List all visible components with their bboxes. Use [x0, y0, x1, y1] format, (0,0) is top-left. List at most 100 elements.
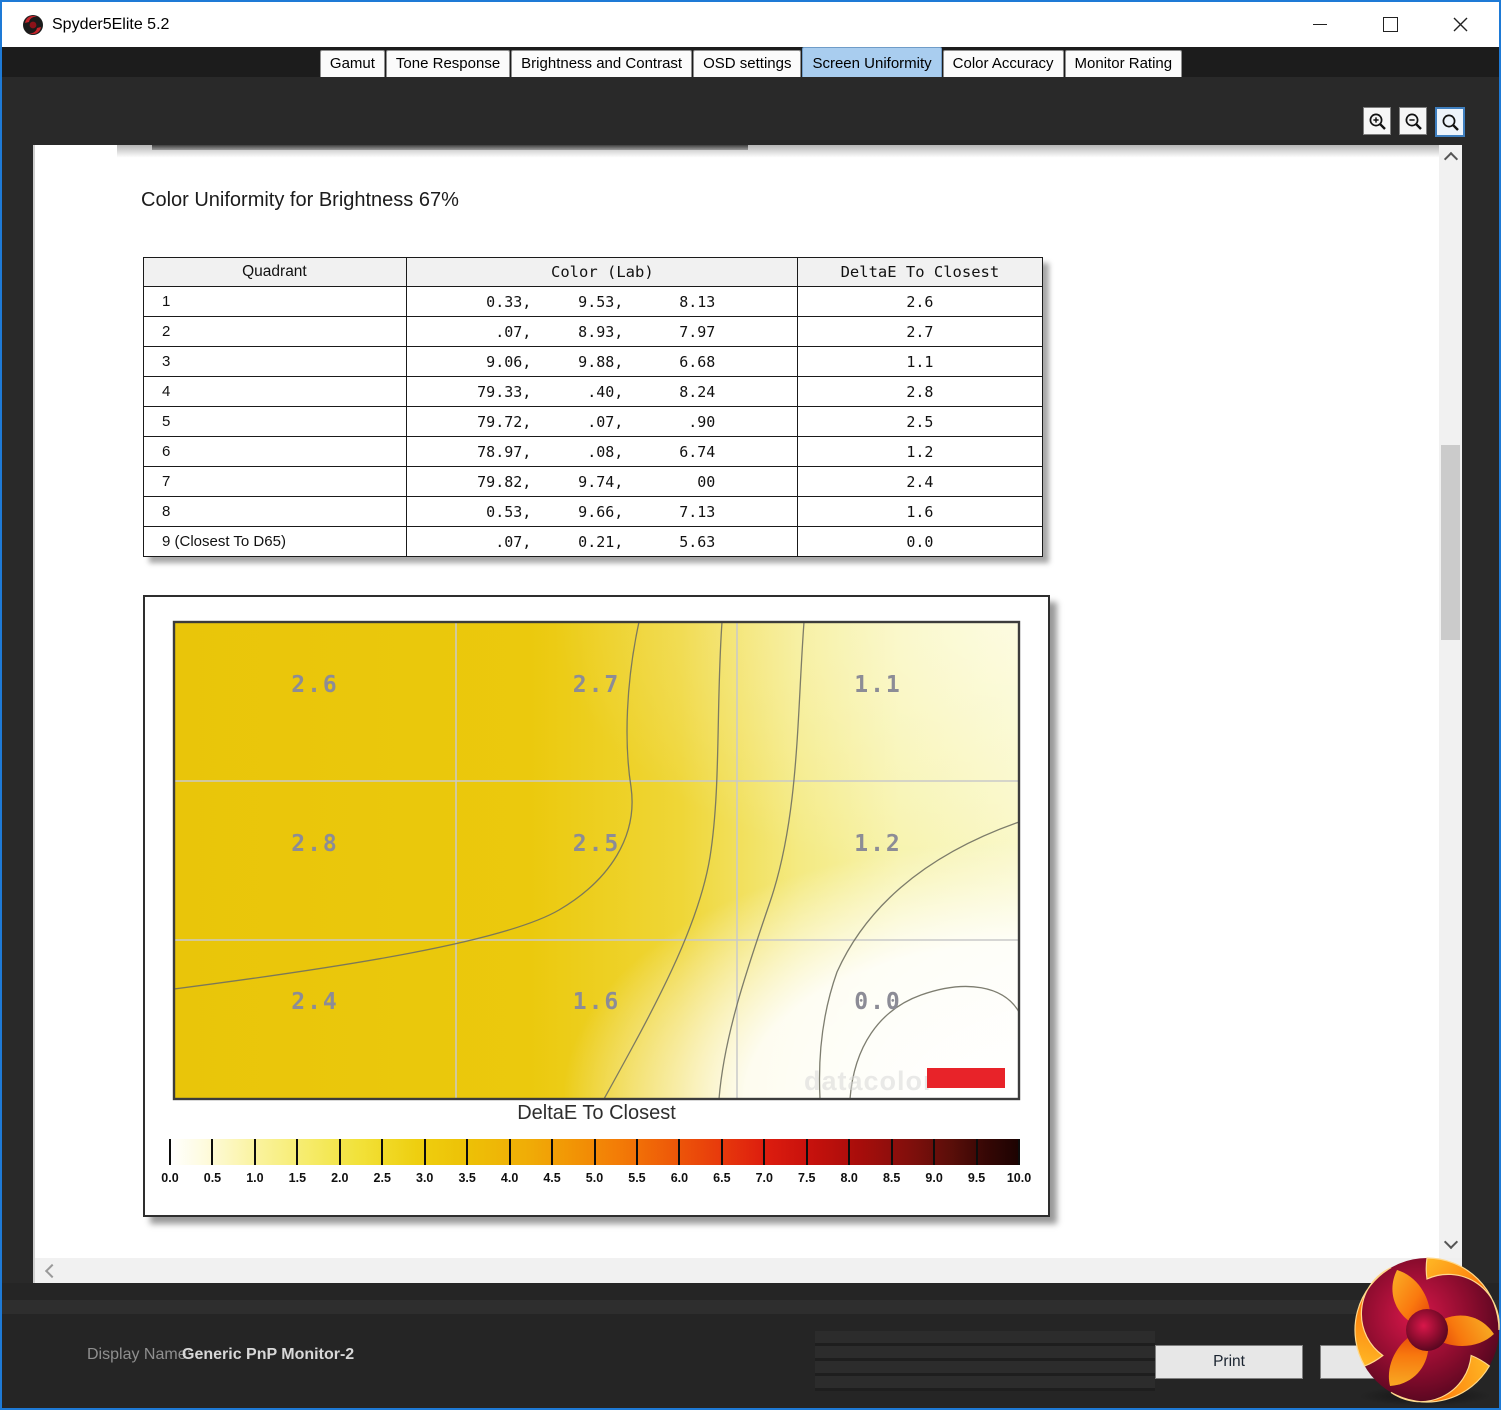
zoom-in-button[interactable] [1363, 107, 1391, 135]
contour-cell-label: 2.4 [291, 989, 339, 1015]
quadrant-cell: 4 [143, 376, 407, 407]
colorbar-tick [211, 1139, 214, 1165]
colorbar-tick-label: 4.0 [500, 1171, 519, 1185]
zoom-toolbar [1363, 107, 1465, 137]
table-row: 4 79.33, .40, 8.24 2.8 [143, 376, 1044, 407]
tab-screen-uniformity[interactable]: Screen Uniformity [802, 47, 942, 77]
colorbar-tick [975, 1139, 978, 1165]
colorbar-tick-label: 2.5 [373, 1171, 391, 1185]
print-button[interactable]: Print [1155, 1345, 1303, 1379]
lab-color-cell: .07, 8.93, 7.97 [405, 316, 798, 347]
colorbar-tick-label: 8.0 [840, 1171, 858, 1185]
close-icon [1453, 17, 1467, 32]
deltae-cell: 2.4 [796, 466, 1044, 497]
colorbar-tick-label: 4.5 [543, 1171, 561, 1185]
colorbar-tick-label: 9.5 [967, 1171, 986, 1185]
app-title: Spyder5Elite 5.2 [52, 16, 170, 33]
red-marker [927, 1068, 1005, 1088]
title-bar: Spyder5Elite 5.2 [2, 2, 1499, 47]
zoom-reset-button[interactable] [1435, 107, 1465, 137]
maximize-button[interactable] [1355, 2, 1425, 47]
window-controls [1285, 2, 1495, 47]
table-row: 7 79.82, 9.74, 00 2.4 [143, 466, 1044, 497]
display-name-value: Generic PnP Monitor-2 [182, 1346, 355, 1363]
tab-tone-response[interactable]: Tone Response [385, 50, 511, 77]
report-title: Color Uniformity for Brightness 67% [141, 189, 459, 211]
table-row: 5 79.72, .07, .90 2.5 [143, 406, 1044, 437]
colorbar-tick-label: 9.0 [925, 1171, 943, 1185]
colorbar-tick-label: 6.0 [670, 1171, 689, 1185]
zoom-in-icon [1369, 113, 1386, 130]
grid-lines [174, 622, 1019, 1099]
colorbar-tick-label: 0.5 [203, 1171, 222, 1185]
colorbar-tick [296, 1139, 299, 1165]
colorbar-tick-label: 8.5 [882, 1171, 901, 1185]
contour-cell-label: 2.8 [291, 831, 339, 857]
maximize-icon [1382, 17, 1398, 32]
close-button[interactable] [1425, 2, 1495, 47]
contour-cell-label: 1.2 [854, 831, 902, 857]
quadrant-cell: 3 [143, 346, 407, 377]
colorbar-tick [1018, 1139, 1020, 1165]
colorbar-tick [381, 1139, 384, 1165]
quadrant-cell: 7 [143, 466, 407, 497]
colorbar-tick-label: 5.0 [585, 1171, 604, 1185]
tab-brightness-and-contrast[interactable]: Brightness and Contrast [511, 50, 693, 77]
colorbar-tick [338, 1139, 341, 1165]
lab-color-cell: .07, 0.21, 5.63 [405, 526, 798, 557]
colorbar-tick-label: 6.5 [713, 1171, 731, 1185]
scrollbar-thumb[interactable] [1441, 445, 1460, 640]
table-row: 1 0.33, 9.53, 8.13 2.6 [143, 286, 1044, 317]
minimize-button[interactable] [1285, 2, 1355, 47]
colorbar-tick-label: 7.5 [798, 1171, 816, 1185]
tab-gamut[interactable]: Gamut [319, 50, 385, 77]
colorbar-tick-label: 10.0 [1006, 1171, 1032, 1185]
tab-monitor-rating[interactable]: Monitor Rating [1064, 50, 1183, 77]
colorbar-tick-label: 5.5 [628, 1171, 646, 1185]
footer-bar: Display Name: Generic PnP Monitor-2 Prin… [2, 1283, 1499, 1408]
colorbar-tick-label: 3.5 [458, 1171, 476, 1185]
zoom-out-button[interactable] [1399, 107, 1427, 135]
colorbar-tick [169, 1139, 171, 1165]
table-row: 3 9.06, 9.88, 6.68 1.1 [143, 346, 1044, 377]
scroll-up-icon[interactable] [1443, 151, 1459, 167]
colorbar-tick [253, 1139, 256, 1165]
lab-color-cell: 78.97, .08, 6.74 [405, 436, 798, 467]
previous-content-edge [152, 145, 748, 150]
scroll-down-icon[interactable] [1443, 1234, 1459, 1250]
display-name-label: Display Name: [87, 1346, 192, 1363]
contour-cell-label: 0.0 [854, 989, 902, 1015]
colorbar-tick [933, 1139, 936, 1165]
horizontal-scrollbar[interactable] [35, 1258, 1439, 1283]
lab-color-cell: 79.82, 9.74, 00 [405, 466, 798, 497]
colorbar-tick-label: 2.0 [331, 1171, 349, 1185]
table-row: 2.07, 8.93, 7.97 2.7 [143, 316, 1044, 347]
colorbar-tick [635, 1139, 638, 1165]
datacolor-swirl-logo [1354, 1257, 1500, 1403]
deltae-cell: 2.5 [796, 406, 1044, 437]
deltae-cell: 2.8 [796, 376, 1044, 407]
colorbar-tick [423, 1139, 426, 1165]
quadrant-cell: 8 [143, 496, 407, 527]
contour-labels: 2.6 2.7 1.1 2.8 2.5 1.2 2.4 1.6 0.0 [291, 672, 902, 1015]
scroll-left-icon[interactable] [44, 1263, 60, 1279]
vertical-scrollbar[interactable] [1439, 145, 1462, 1258]
colorbar-tick [720, 1139, 723, 1165]
deltae-cell: 2.6 [796, 286, 1044, 317]
footer-strip [2, 1300, 1499, 1314]
tab-color-accuracy[interactable]: Color Accuracy [942, 50, 1064, 77]
lab-color-cell: 0.53, 9.66, 7.13 [405, 496, 798, 527]
quadrant-cell: 6 [143, 436, 407, 467]
table-row: 8 0.53, 9.66, 7.13 1.6 [143, 496, 1044, 527]
colorbar-tick [763, 1139, 766, 1165]
colorbar-title: DeltaE To Closest [517, 1102, 676, 1124]
tab-osd-settings[interactable]: OSD settings [693, 50, 802, 77]
colorbar-tick [551, 1139, 554, 1165]
deltae-cell: 1.1 [796, 346, 1044, 377]
quadrant-cell: 1 [143, 286, 407, 317]
uniformity-contour-chart: datacolor 2.6 2.7 1.1 2.8 2.5 1.2 2.4 1.6 0.0 De… [143, 595, 1050, 1217]
quadrant-cell: 5 [143, 406, 407, 437]
colorbar-tick [678, 1139, 681, 1165]
colorbar-tick-label: 3.0 [415, 1171, 434, 1185]
